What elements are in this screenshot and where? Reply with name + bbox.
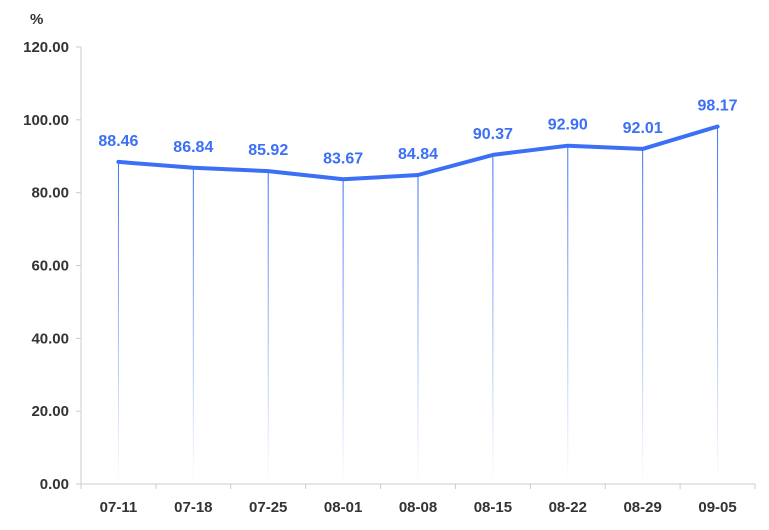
y-tick-label: 0.00 (40, 476, 69, 493)
data-labels: 88.46 86.84 85.92 83.67 84.84 90.37 92.90 92.01… (98, 97, 737, 167)
x-tick-label: 08-29 (623, 499, 661, 516)
data-label: 84.84 (398, 146, 438, 163)
drop-line (267, 171, 269, 484)
drop-lines (117, 126, 719, 485)
drop-line (192, 167, 194, 484)
data-label: 90.37 (473, 126, 513, 143)
drop-line (342, 179, 344, 484)
data-label: 85.92 (248, 142, 288, 159)
drop-line (117, 161, 119, 485)
y-tick-label: 100.00 (23, 112, 69, 129)
data-label: 98.17 (698, 97, 738, 114)
drop-line (717, 126, 719, 484)
x-tick-label: 07-18 (174, 499, 212, 516)
x-tick-label: 08-15 (474, 499, 512, 516)
data-label: 88.46 (98, 133, 138, 150)
x-tick-label: 08-08 (399, 499, 437, 516)
y-axis: 0.00 20.00 40.00 60.00 80.00 100.00 120.00 (23, 39, 82, 493)
y-tick-label: 20.00 (31, 403, 69, 420)
x-tick-label: 07-11 (100, 499, 138, 516)
x-tick-label: 07-25 (249, 499, 287, 516)
y-tick-label: 40.00 (31, 330, 69, 347)
drop-line (642, 148, 644, 485)
series-line (116, 124, 720, 182)
x-axis: 07-11 07-18 07-25 08-01 08-08 08-15 08-22 08-29… (80, 483, 756, 516)
data-label: 83.67 (323, 150, 363, 167)
x-tick-label: 09-05 (698, 499, 736, 516)
drop-line (492, 154, 494, 484)
y-axis-unit-label: % (30, 11, 43, 28)
data-label: 92.90 (548, 117, 588, 134)
x-tick-label: 08-22 (549, 499, 587, 516)
y-tick-label: 80.00 (31, 185, 69, 202)
data-label: 86.84 (173, 139, 213, 156)
y-tick-label: 120.00 (23, 39, 69, 56)
drop-line (567, 145, 569, 485)
drop-line (417, 175, 419, 484)
data-label: 92.01 (623, 120, 663, 137)
y-tick-label: 60.00 (31, 258, 69, 275)
x-tick-label: 08-01 (324, 499, 362, 516)
